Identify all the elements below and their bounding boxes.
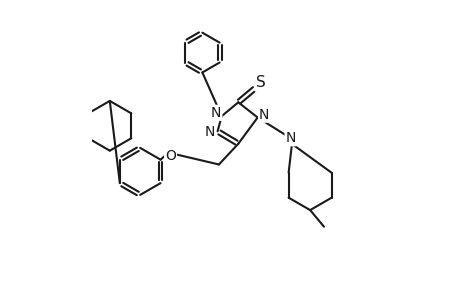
Text: N: N [285, 131, 295, 145]
Text: O: O [165, 149, 176, 163]
Text: N: N [211, 106, 221, 120]
Text: N: N [258, 108, 269, 122]
Text: N: N [204, 125, 214, 139]
Text: S: S [255, 76, 265, 91]
